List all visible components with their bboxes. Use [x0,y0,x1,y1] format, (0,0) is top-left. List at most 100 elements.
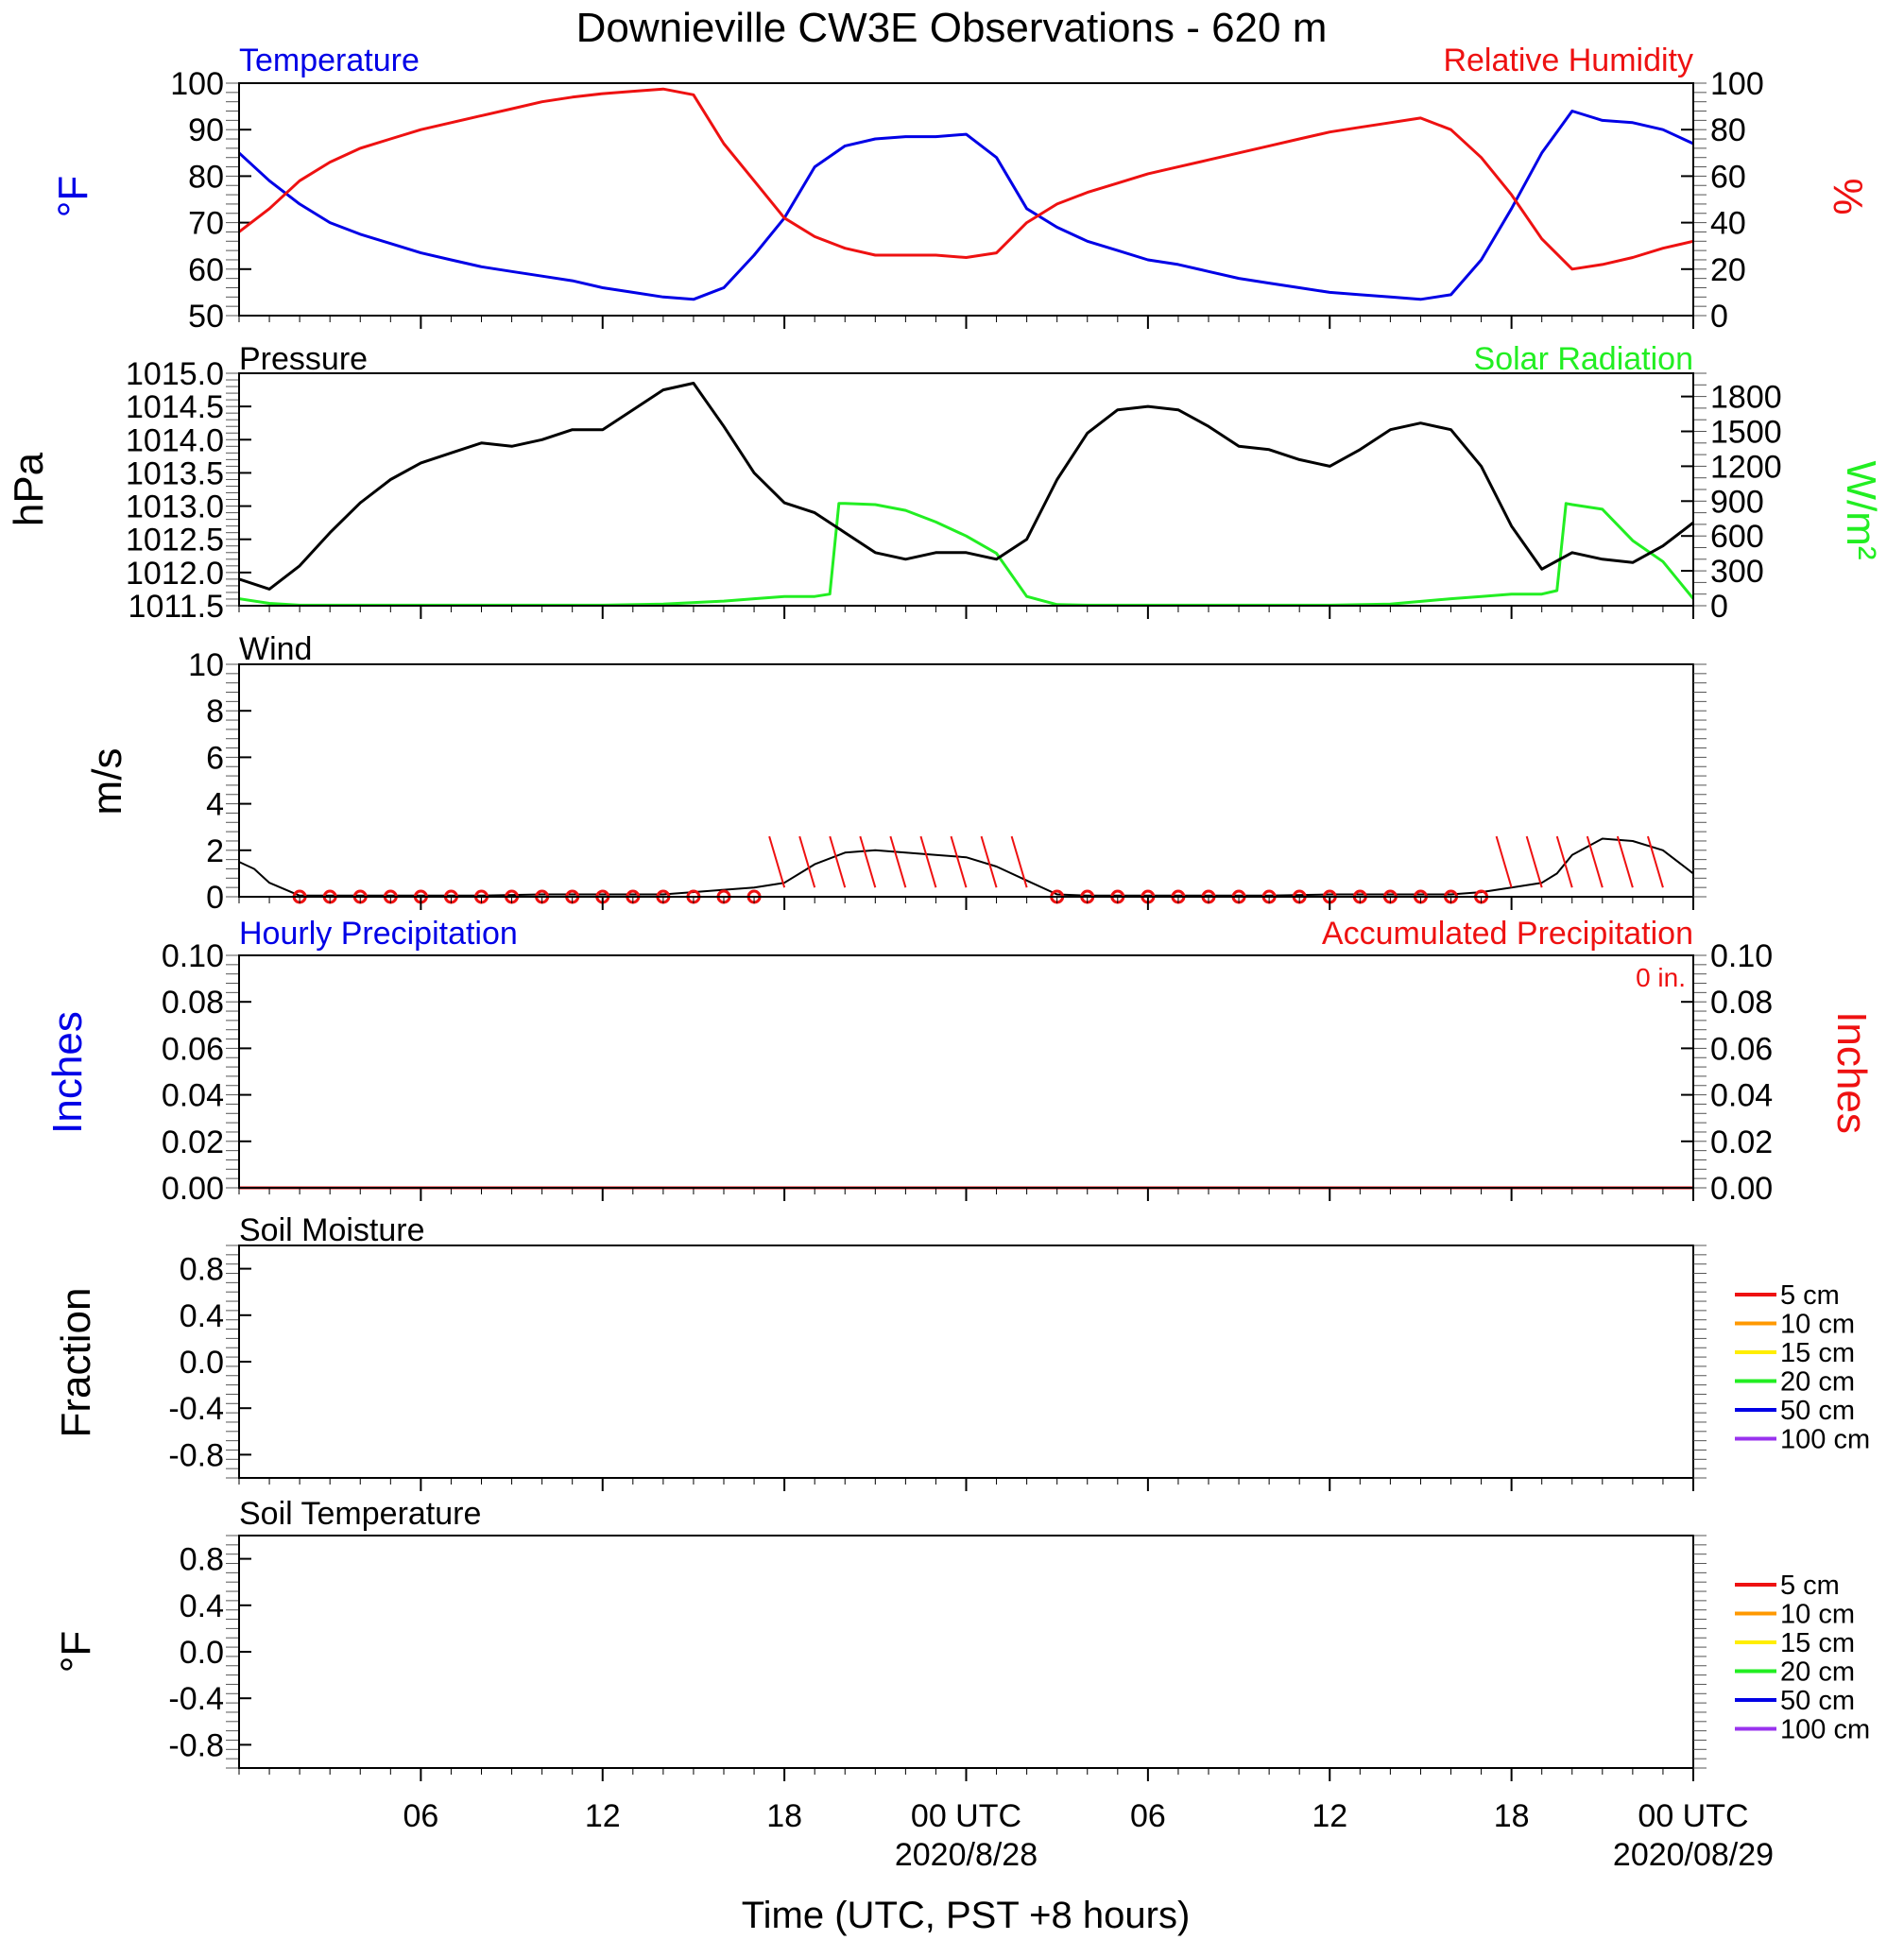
hourly-precip-tick-labels: 0.00 0.02 0.04 0.06 0.08 0.10 [162,938,251,1207]
legend-label: 100 cm [1780,1715,1870,1745]
legend-label: 50 cm [1780,1686,1855,1716]
x-tick-label: 12 [585,1798,621,1834]
left-tick-label: 0.00 [162,1171,224,1207]
legend-label: 10 cm [1780,1310,1855,1340]
wind-direction-barb [1646,835,1664,888]
legend-label: 15 cm [1780,1628,1855,1658]
x-tick-label: 06 [1130,1798,1166,1834]
right-tick-label: 0 [1710,299,1728,335]
legend-label: 20 cm [1780,1657,1855,1688]
soil-temp-tick-labels: -0.8 -0.4 0.0 0.4 0.8 [168,1535,251,1769]
x-tick-label: 00 UTC [911,1798,1021,1834]
left-tick-label: 50 [188,299,224,335]
left-tick-label: 0.02 [162,1125,224,1160]
precip-panel: Hourly Precipitation Accumulated Precipi… [44,916,1875,1207]
wind-direction-barb [1616,835,1634,888]
left-tick-label: 0.0 [180,1345,224,1381]
legend-label: 50 cm [1780,1396,1855,1426]
x-tick-label: 00 UTC [1638,1798,1748,1834]
wind-direction-barb [1495,835,1513,888]
humidity-unit-label: % [1825,178,1871,215]
left-tick-label: 1012.0 [126,556,224,592]
soil-moisture-panel: Soil Moisture Fraction -0.8 -0.4 0.0 0.4 0.8… [53,1212,1870,1479]
legend-label: 5 cm [1780,1280,1840,1311]
wind-direction-barb [829,835,847,888]
left-tick-label: 0.4 [180,1588,224,1624]
temp-rh-plot-area [237,87,1694,301]
legend-label: 10 cm [1780,1600,1855,1630]
left-tick-label: 0.8 [180,1542,224,1578]
time-axis-label: Time (UTC, PST +8 hours) [742,1895,1191,1936]
x-tick-label: 18 [766,1798,802,1834]
pressure-tick-labels: 1011.51012.01012.51013.01013.51014.01014… [126,356,251,625]
left-tick-label: 0.0 [180,1635,224,1671]
x-date-label: 2020/08/29 [1613,1837,1774,1873]
accum-precip-tick-labels: 0.00 0.02 0.04 0.06 0.08 0.10 [1681,938,1773,1207]
left-tick-label: -0.4 [168,1391,224,1427]
left-tick-label: 0.08 [162,985,224,1021]
wind-direction-barb [859,835,877,888]
solar-unit-label: W/m² [1838,460,1884,559]
left-tick-label: 6 [206,740,224,776]
wind-direction-barb [950,835,968,888]
left-tick-label: -0.8 [168,1437,224,1473]
left-tick-label: 0.04 [162,1078,224,1114]
soil-temp-title: Soil Temperature [239,1496,481,1532]
left-tick-label: 1014.5 [126,389,224,425]
wind-direction-barb [889,835,907,888]
right-tick-label: 0.04 [1710,1078,1773,1114]
temp-rh-panel: Temperature Relative Humidity °F % 50 60 7… [50,43,1871,335]
right-tick-label: 80 [1710,112,1746,148]
wind-unit-label: m/s [84,748,130,815]
pressure-title: Pressure [239,341,368,377]
right-tick-label: 40 [1710,206,1746,242]
right-tick-label: 0 [1710,589,1728,625]
humidity-line [238,87,1694,271]
wind-speed-line [238,837,1694,897]
left-tick-label: -0.8 [168,1727,224,1763]
wind-direction-barb [798,835,816,888]
figure-title: Downieville CW3E Observations - 620 m [576,5,1328,51]
hourly-precip-title: Hourly Precipitation [239,916,518,952]
right-tick-label: 900 [1710,484,1764,520]
legend-label: 15 cm [1780,1338,1855,1368]
wind-direction-barb [980,835,998,888]
right-tick-label: 300 [1710,554,1764,590]
humidity-title: Relative Humidity [1443,43,1693,78]
right-tick-label: 0.00 [1710,1171,1773,1207]
left-tick-label: 4 [206,787,224,823]
soil-moisture-title: Soil Moisture [239,1212,425,1248]
right-tick-label: 1800 [1710,380,1782,416]
legend-label: 100 cm [1780,1425,1870,1455]
pressure-unit-label: hPa [6,452,52,526]
x-date-label: 2020/8/28 [895,1837,1038,1873]
wind-direction-barb [1010,835,1028,888]
left-tick-label: 60 [188,252,224,288]
legend-label: 20 cm [1780,1367,1855,1398]
right-tick-label: 1500 [1710,415,1782,451]
temperature-unit-label: °F [50,176,96,217]
wind-direction-barb [919,835,937,888]
left-tick-label: 2 [206,833,224,869]
right-tick-label: 1200 [1710,449,1782,485]
accum-precip-unit-label: Inches [1828,1011,1875,1134]
pressure-line [238,382,1694,591]
left-tick-label: 10 [188,647,224,683]
hourly-precip-unit-label: Inches [44,1011,91,1134]
left-tick-label: 1012.5 [126,523,224,558]
right-tick-label: 0.06 [1710,1031,1773,1067]
x-tick-label: 06 [403,1798,438,1834]
humidity-tick-labels: 0 20 40 60 80 100 [1681,66,1764,335]
right-tick-label: 100 [1710,66,1764,102]
soil-moisture-tick-labels: -0.8 -0.4 0.0 0.4 0.8 [168,1245,251,1479]
x-tick-label: 12 [1312,1798,1347,1834]
wind-direction-barb [768,835,786,888]
right-tick-label: 20 [1710,252,1746,288]
wind-direction-barb [1586,835,1604,888]
soil-moisture-unit-label: Fraction [53,1288,99,1438]
wind-title: Wind [239,631,312,667]
